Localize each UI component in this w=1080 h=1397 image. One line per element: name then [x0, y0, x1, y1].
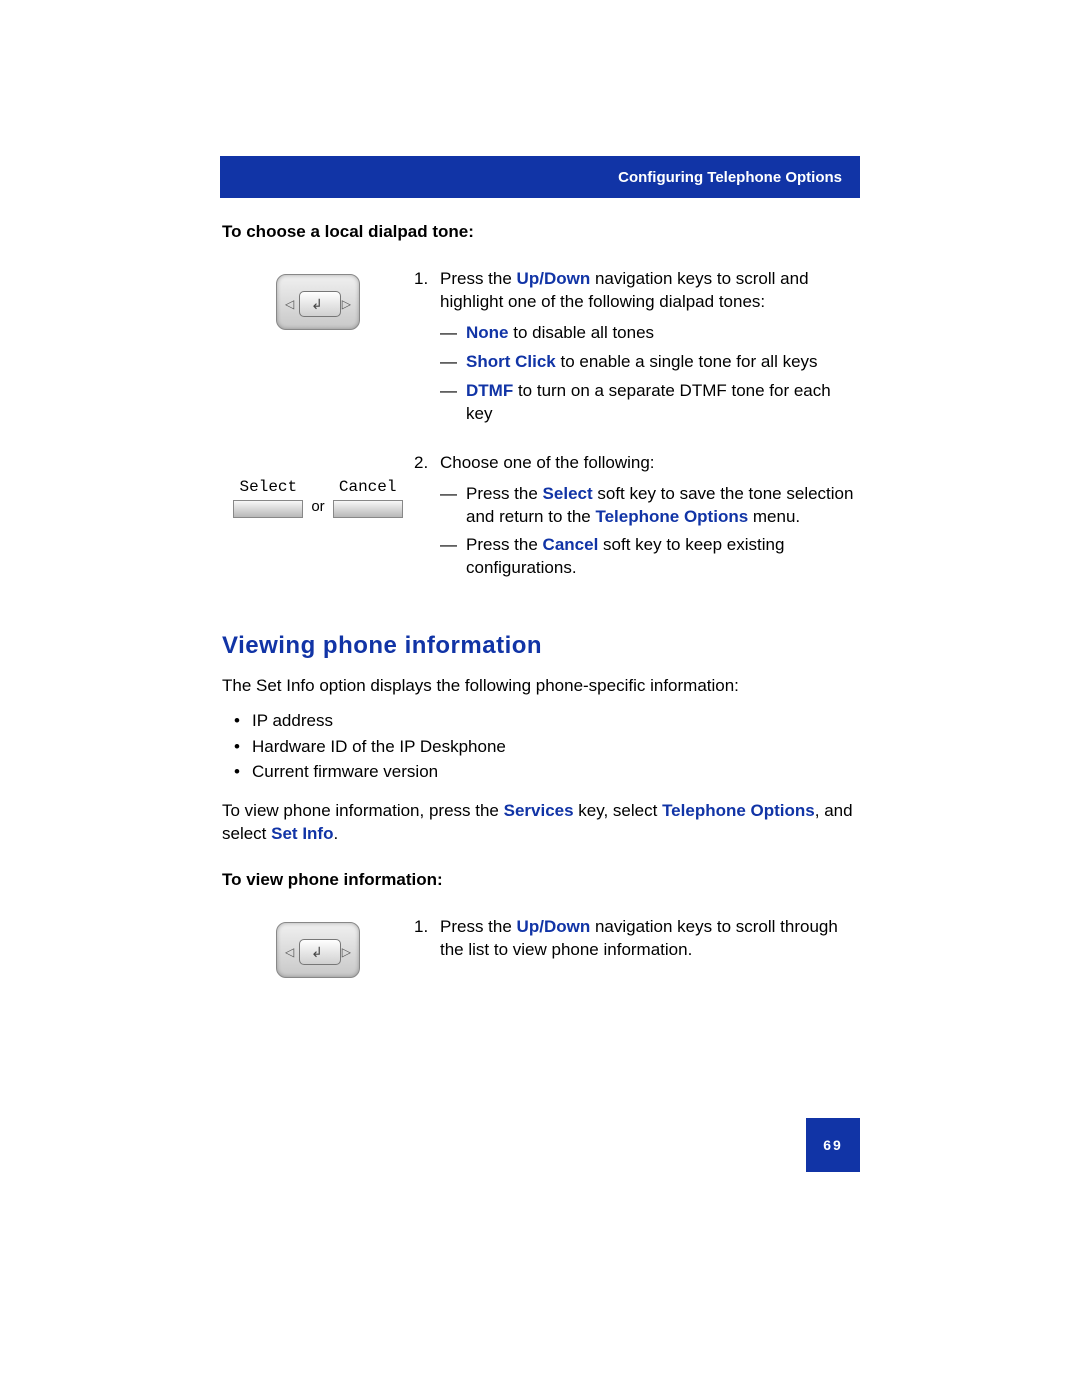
- nav-pad-icon: ◁ ▷ ↲: [276, 274, 360, 330]
- step2-num: 2.: [414, 452, 440, 475]
- select-button-icon: [233, 500, 303, 518]
- page-content: To choose a local dialpad tone: ◁ ▷ ↲ 1.…: [222, 222, 860, 988]
- section2-intro: The Set Info option displays the followi…: [222, 674, 860, 698]
- step2-row: Select or Cancel 2. Choose one of the fo…: [222, 452, 860, 587]
- nav-pad-icon-col-2: ◁ ▷ ↲: [222, 916, 414, 978]
- info-item-1: IP address: [222, 708, 860, 734]
- step2-text: 2. Choose one of the following: — Press …: [414, 452, 860, 587]
- nav-enter-icon-2: ↲: [311, 944, 323, 961]
- step1-row: ◁ ▷ ↲ 1. Press the Up/Down navigation ke…: [222, 268, 860, 432]
- section2-heading: Viewing phone information: [222, 632, 860, 660]
- cancel-softkey: Cancel: [333, 478, 403, 518]
- section2-para: To view phone information, press the Ser…: [222, 799, 860, 847]
- step1-num: 1.: [414, 268, 440, 314]
- nav-right-icon: ▷: [342, 297, 351, 311]
- section2-subtitle: To view phone information:: [222, 870, 860, 890]
- nav-pad-icon-2: ◁ ▷ ↲: [276, 922, 360, 978]
- opt-dtmf: — DTMF to turn on a separate DTMF tone f…: [440, 380, 860, 426]
- nav-left-icon: ◁: [285, 297, 294, 311]
- nav-left-icon-2: ◁: [285, 945, 294, 959]
- header-title: Configuring Telephone Options: [618, 169, 842, 186]
- opt-none: — None to disable all tones: [440, 322, 860, 345]
- header-bar: Configuring Telephone Options: [220, 156, 860, 198]
- info-item-2: Hardware ID of the IP Deskphone: [222, 734, 860, 760]
- opt-cancel: — Press the Cancel soft key to keep exis…: [440, 534, 860, 580]
- nav-pad-icon-col: ◁ ▷ ↲: [222, 268, 414, 330]
- cancel-button-icon: [333, 500, 403, 518]
- select-softkey: Select: [233, 478, 303, 518]
- nav-enter-icon: ↲: [311, 296, 323, 313]
- softkeys-col: Select or Cancel: [222, 452, 414, 518]
- step1-text: 1. Press the Up/Down navigation keys to …: [414, 268, 860, 432]
- s2-step1-text: 1. Press the Up/Down navigation keys to …: [414, 916, 860, 970]
- s2-step1-row: ◁ ▷ ↲ 1. Press the Up/Down navigation ke…: [222, 916, 860, 978]
- opt-short: — Short Click to enable a single tone fo…: [440, 351, 860, 374]
- step1-body: Press the Up/Down navigation keys to scr…: [440, 268, 860, 314]
- nav-right-icon-2: ▷: [342, 945, 351, 959]
- info-item-3: Current firmware version: [222, 759, 860, 785]
- softkeys-icon: Select or Cancel: [233, 458, 402, 518]
- page-number: 69: [823, 1137, 843, 1153]
- info-list: IP address Hardware ID of the IP Deskpho…: [222, 708, 860, 785]
- page-number-box: 69: [806, 1118, 860, 1172]
- section1-title: To choose a local dialpad tone:: [222, 222, 860, 242]
- opt-select: — Press the Select soft key to save the …: [440, 483, 860, 529]
